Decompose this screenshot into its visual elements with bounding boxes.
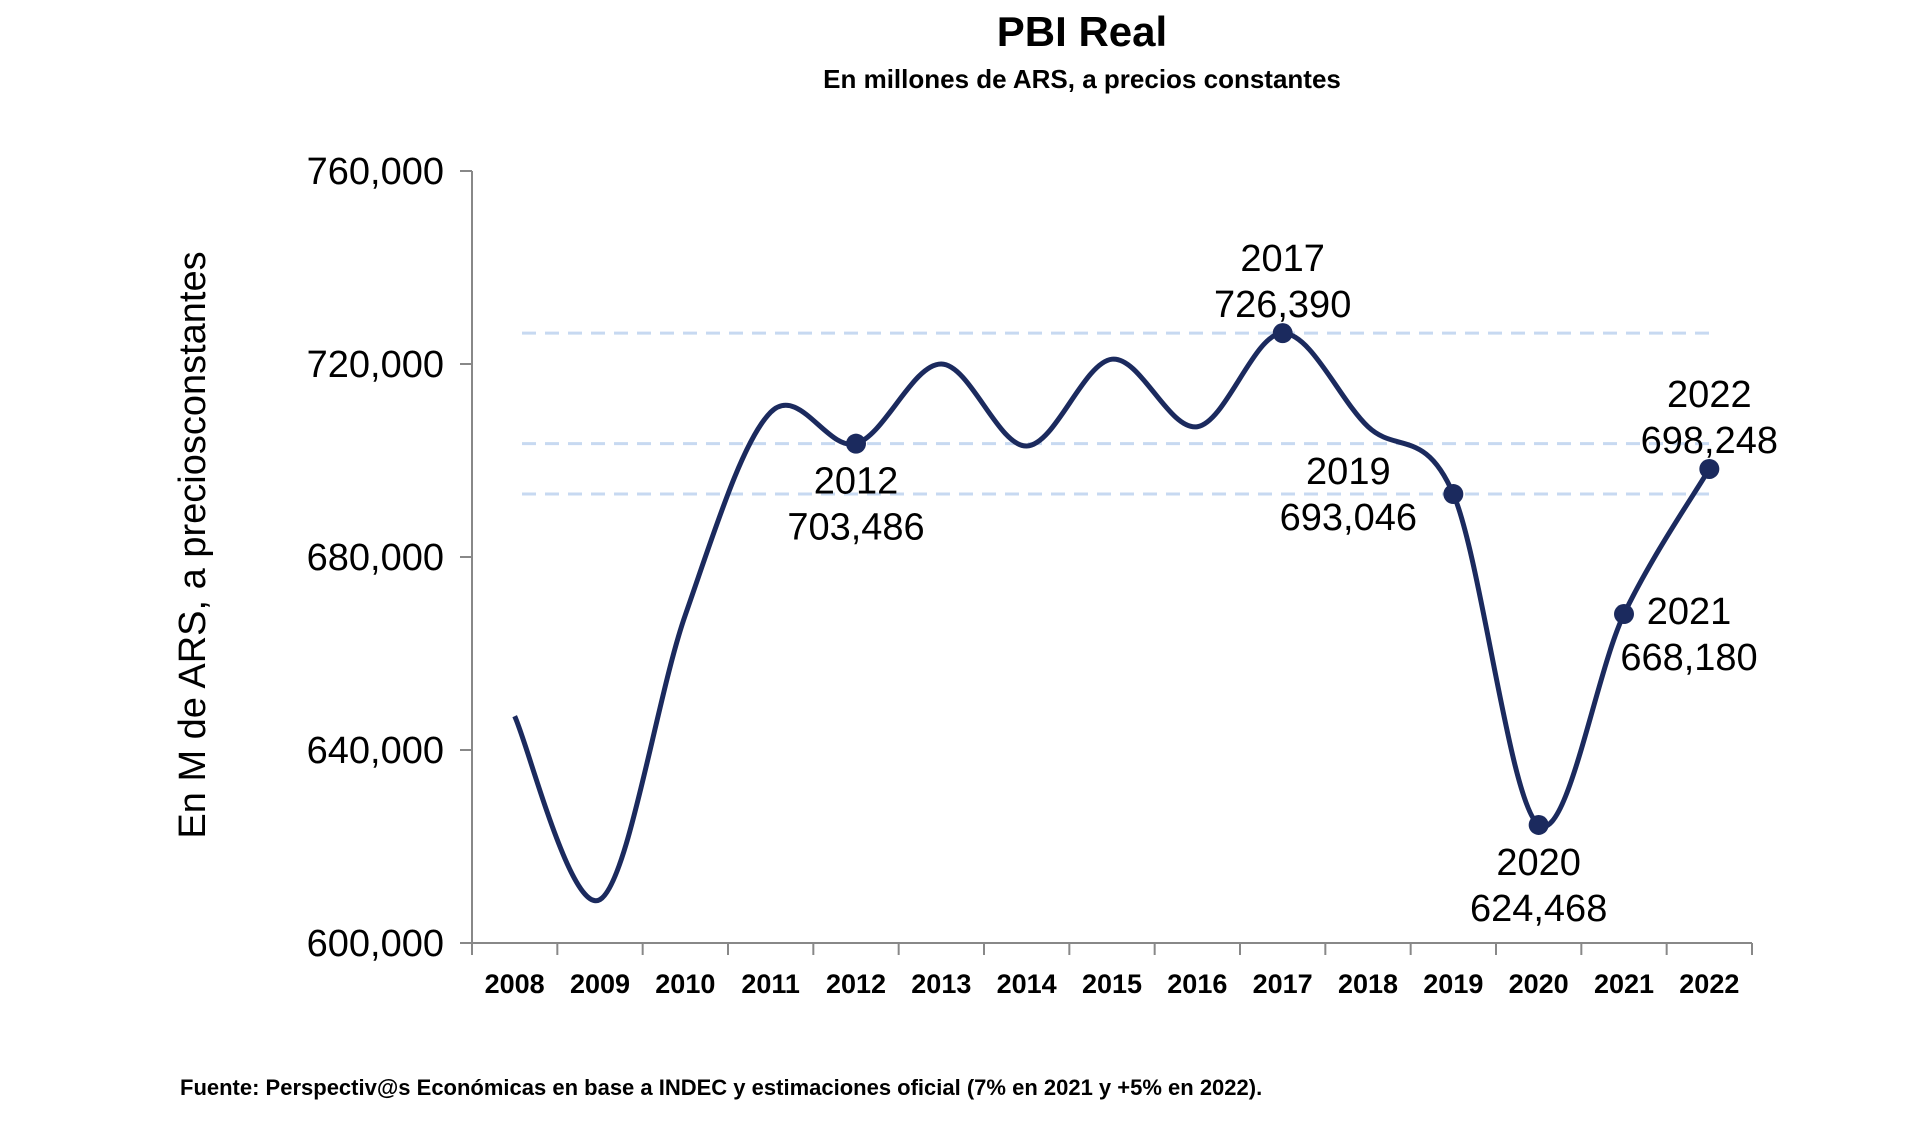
y-tick-label: 600,000 (307, 923, 444, 965)
x-tick-label: 2008 (485, 969, 545, 999)
series-line (512, 330, 1712, 904)
x-tick-label: 2011 (741, 969, 800, 999)
chart-subtitle: En millones de ARS, a precios constantes (823, 64, 1341, 94)
x-tick-label: 2014 (997, 969, 1057, 999)
y-tick-label: 720,000 (307, 344, 444, 386)
data-label-year-2012: 2012 (814, 461, 899, 503)
data-label-year-2020: 2020 (1496, 842, 1581, 884)
x-tick-label: 2013 (911, 969, 971, 999)
data-label-value-2017: 726,390 (1214, 284, 1351, 326)
data-label-year-2022: 2022 (1667, 374, 1752, 416)
y-tick-label: 680,000 (307, 537, 444, 579)
x-tick-label: 2022 (1679, 969, 1739, 999)
data-label-year-2019: 2019 (1306, 451, 1391, 493)
x-tick-label: 2017 (1253, 969, 1313, 999)
axes (460, 170, 1753, 955)
data-markers (846, 323, 1720, 835)
data-label-value-2020: 624,468 (1470, 888, 1607, 930)
y-tick-label: 640,000 (307, 730, 444, 772)
x-tick-label: 2021 (1594, 969, 1654, 999)
x-tick-label: 2019 (1423, 969, 1483, 999)
y-axis-title: En M de ARS, a preciosconstantes (172, 251, 214, 838)
x-tick-labels: 2008 2009 2010 2011 2012 2013 2014 2015 2016 2017… (485, 969, 1740, 999)
data-marker-2012 (846, 433, 866, 454)
x-tick-label: 2020 (1509, 969, 1569, 999)
data-label-value-2019: 693,046 (1280, 497, 1417, 539)
data-marker-2022 (1699, 458, 1720, 479)
x-tick-label: 2009 (570, 969, 630, 999)
data-marker-2019 (1443, 484, 1464, 505)
data-marker-2021 (1614, 604, 1634, 625)
data-marker-2017 (1272, 323, 1293, 344)
data-label-value-2021: 668,180 (1620, 637, 1757, 679)
x-tick-label: 2010 (655, 969, 715, 999)
x-tick-label: 2012 (826, 969, 886, 999)
source-note: Fuente: Perspectiv@s Económicas en base … (180, 1075, 1262, 1100)
data-label-year-2017: 2017 (1240, 238, 1325, 280)
data-marker-2020 (1528, 814, 1549, 835)
y-tick-label: 760,000 (307, 151, 444, 193)
data-label-value-2022: 698,248 (1641, 420, 1778, 462)
reference-lines (522, 331, 1712, 496)
y-tick-labels: 600,000 640,000 680,000 720,000 760,000 (307, 151, 444, 965)
chart-title: PBI Real (997, 8, 1167, 55)
data-label-year-2021: 2021 (1647, 591, 1732, 633)
data-label-value-2012: 703,486 (787, 507, 924, 549)
x-tick-label: 2016 (1167, 969, 1227, 999)
x-tick-label: 2015 (1082, 969, 1142, 999)
x-tick-label: 2018 (1338, 969, 1398, 999)
